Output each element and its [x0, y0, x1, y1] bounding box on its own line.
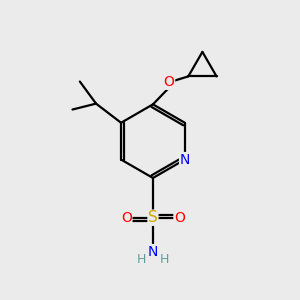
Text: H: H: [137, 253, 146, 266]
Text: N: N: [148, 244, 158, 259]
Text: H: H: [159, 253, 169, 266]
Text: O: O: [174, 211, 185, 225]
Text: N: N: [180, 153, 190, 166]
Text: S: S: [148, 210, 158, 225]
Text: O: O: [121, 211, 132, 225]
Text: O: O: [164, 75, 175, 89]
